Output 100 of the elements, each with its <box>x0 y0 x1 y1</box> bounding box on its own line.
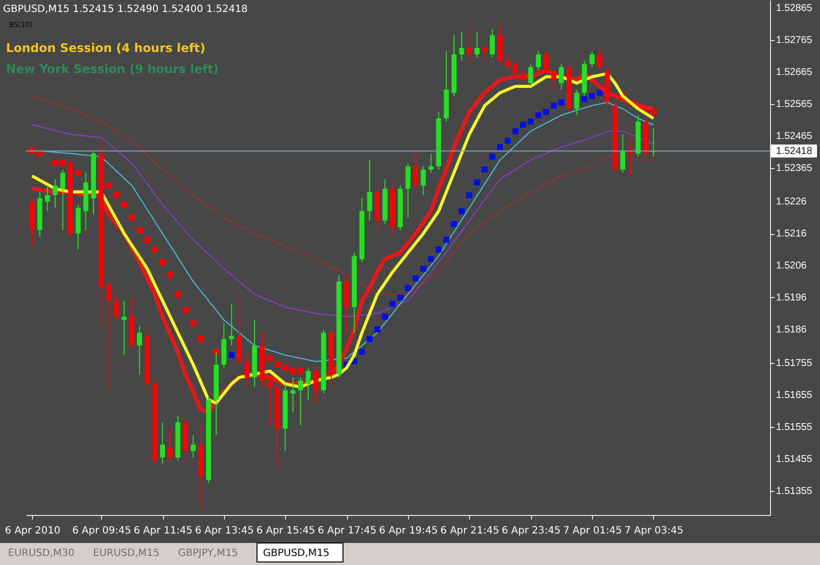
point <box>589 92 596 99</box>
candlestick <box>620 134 626 174</box>
point <box>128 214 135 221</box>
y-tick-label: 1.52665 <box>776 66 813 78</box>
point <box>412 275 419 282</box>
y-tick-label: 1.5216 <box>776 228 808 240</box>
point <box>290 368 296 374</box>
point <box>121 202 128 208</box>
candlestick <box>466 28 472 64</box>
point <box>558 99 564 106</box>
candlestick <box>420 166 426 196</box>
point <box>497 144 504 150</box>
y-tick-label: 1.5186 <box>776 324 808 336</box>
point <box>228 352 235 358</box>
candlestick <box>558 63 564 90</box>
point <box>266 355 273 362</box>
x-tick-label: 6 Apr 13:45 <box>194 526 254 536</box>
text: EURUSD,M30 <box>8 548 74 559</box>
y-tick-label: 1.5196 <box>776 292 808 304</box>
annotation: London Session (4 hours left) <box>6 41 206 55</box>
point <box>428 256 434 262</box>
point <box>60 160 66 166</box>
y-tick-label: 1.51555 <box>776 422 813 434</box>
point <box>152 246 158 253</box>
x-tick-label: 6 Apr 23:45 <box>502 526 561 536</box>
candlestick <box>306 367 311 400</box>
point <box>474 179 480 186</box>
point <box>374 326 380 332</box>
y-tick-label: 1.51755 <box>776 358 813 370</box>
point <box>274 362 281 368</box>
candlestick <box>474 31 480 58</box>
candlestick <box>428 153 434 174</box>
point <box>482 166 488 173</box>
ref-line-label: 1.52418 <box>776 146 813 157</box>
x-tick-label: 6 Apr 11:45 <box>134 526 192 536</box>
candlestick <box>244 351 250 388</box>
candlestick <box>168 428 173 462</box>
point <box>198 336 204 342</box>
y-tick-label: 1.52365 <box>776 162 813 174</box>
point <box>489 154 496 160</box>
candlestick <box>229 303 234 346</box>
candlestick <box>313 367 318 404</box>
point <box>167 272 174 278</box>
point <box>114 192 120 198</box>
candlestick <box>597 47 602 71</box>
x-tick-label: 6 Apr 09:45 <box>72 526 132 536</box>
candlestick <box>122 300 127 356</box>
point <box>390 300 396 307</box>
y-tick-label: 1.52565 <box>776 98 813 110</box>
point <box>52 160 58 166</box>
point <box>450 220 457 227</box>
point <box>504 138 511 144</box>
x-tick-label: 6 Apr 19:45 <box>379 526 438 536</box>
point <box>550 102 557 109</box>
point <box>404 284 411 291</box>
candlestick <box>52 178 58 208</box>
candlestick <box>114 294 120 320</box>
candlestick <box>106 280 112 388</box>
candlestick <box>544 50 549 74</box>
x-tick-label: 7 Apr 01:45 <box>563 526 622 536</box>
point <box>75 170 82 176</box>
point <box>528 118 534 125</box>
point <box>358 348 365 355</box>
y-tick-label: 1.52765 <box>776 34 813 46</box>
y-tick-label: 1.51455 <box>776 454 813 466</box>
point <box>543 108 550 115</box>
point <box>136 227 143 234</box>
point <box>382 314 388 320</box>
point <box>512 128 518 134</box>
point <box>160 259 166 266</box>
candlestick <box>290 376 296 414</box>
candlestick <box>405 162 410 218</box>
point <box>443 236 450 243</box>
point <box>397 294 404 300</box>
candlestick <box>520 70 526 84</box>
x-tick-label: 6 Apr 15:45 <box>256 526 316 536</box>
x-tick-label: 6 Apr 2010 <box>4 526 60 536</box>
x-tick-label: 7 Apr 03:45 <box>624 526 684 536</box>
candlestick <box>590 50 595 68</box>
y-tick-label: 1.5206 <box>776 260 808 272</box>
point <box>436 246 442 253</box>
x-tick-label: 6 Apr 17:45 <box>318 526 377 536</box>
point <box>366 336 373 342</box>
candlestick <box>190 434 196 458</box>
point <box>106 182 112 189</box>
point <box>581 96 588 102</box>
candlestick <box>536 50 541 71</box>
candlestick <box>60 169 66 231</box>
text: GBPJPY,M15 <box>178 548 238 559</box>
line-series <box>32 95 654 295</box>
y-tick-label: 1.52865 <box>776 2 813 14</box>
x-tick-label: 6 Apr 21:45 <box>440 526 500 536</box>
point <box>190 320 196 326</box>
candlestick <box>490 28 495 58</box>
point <box>458 208 465 214</box>
candlestick <box>413 150 418 190</box>
candlestick <box>551 70 556 90</box>
candlestick <box>160 422 166 464</box>
chart-title: GBPUSD,M15 1.52415 1.52490 1.52400 1.52418 <box>3 4 248 15</box>
y-tick-label: 1.5226 <box>776 196 808 208</box>
